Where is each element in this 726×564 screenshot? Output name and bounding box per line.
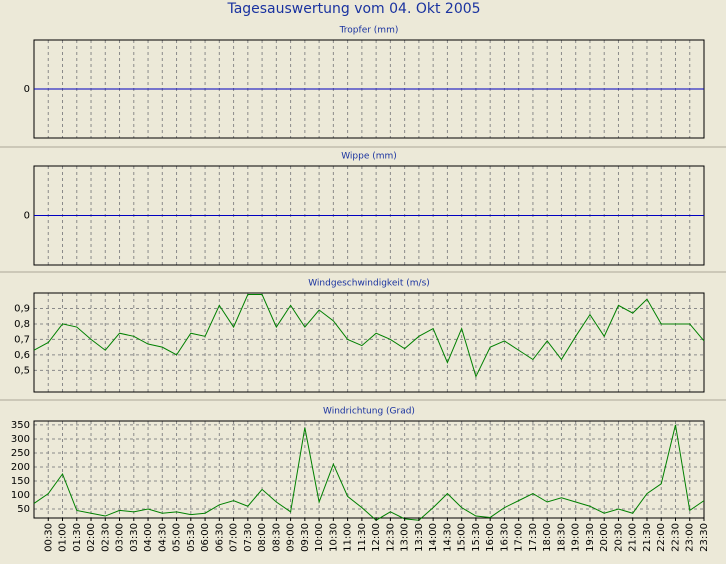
y-tick-label: 0,6 xyxy=(14,350,30,361)
x-tick-label: 10:00 xyxy=(314,523,325,552)
y-tick-label: 200 xyxy=(11,462,30,473)
x-tick-label: 20:00 xyxy=(599,523,610,552)
x-tick-label: 18:30 xyxy=(556,523,567,552)
y-tick-label: 0 xyxy=(24,84,30,95)
data-line xyxy=(33,424,705,521)
plot-frame xyxy=(33,292,705,393)
x-tick-label: 11:00 xyxy=(343,523,354,552)
x-tick-label: 06:30 xyxy=(214,523,225,552)
x-tick-label: 09:00 xyxy=(286,523,297,552)
chart-title: Wippe (mm) xyxy=(341,152,397,162)
y-tick-label: 0,5 xyxy=(14,365,30,376)
x-tick-label: 23:30 xyxy=(699,523,710,552)
chart-title: Windgeschwindigkeit (m/s) xyxy=(308,279,430,289)
y-tick-label: 0,8 xyxy=(14,319,30,330)
x-tick-label: 19:30 xyxy=(585,523,596,552)
x-tick-label: 13:30 xyxy=(414,523,425,552)
x-tick-label: 04:00 xyxy=(143,523,154,552)
chart-title: Windrichtung (Grad) xyxy=(323,407,415,417)
x-tick-label: 21:00 xyxy=(628,523,639,552)
y-tick-label: 50 xyxy=(17,504,30,515)
plot-frame xyxy=(33,420,705,519)
y-tick-label: 300 xyxy=(11,434,30,445)
data-line xyxy=(33,294,705,378)
x-tick-label: 11:30 xyxy=(357,523,368,552)
x-tick-label: 22:30 xyxy=(670,523,681,552)
x-tick-label: 17:00 xyxy=(514,523,525,552)
x-tick-label: 12:00 xyxy=(371,523,382,552)
x-tick-label: 14:00 xyxy=(428,523,439,552)
x-tick-label: 01:00 xyxy=(58,523,69,552)
y-tick-label: 0 xyxy=(24,211,30,222)
x-tick-label: 17:30 xyxy=(528,523,539,552)
x-tick-label: 07:30 xyxy=(243,523,254,552)
x-tick-label: 21:30 xyxy=(642,523,653,552)
x-tick-label: 23:00 xyxy=(685,523,696,552)
page-title: Tagesauswertung vom 04. Okt 2005 xyxy=(226,1,480,17)
x-tick-label: 02:00 xyxy=(86,523,97,552)
x-tick-label: 08:00 xyxy=(257,523,268,552)
x-tick-label: 06:00 xyxy=(200,523,211,552)
x-tick-label: 15:00 xyxy=(457,523,468,552)
x-tick-label: 19:00 xyxy=(571,523,582,552)
chart-title: Tropfer (mm) xyxy=(339,26,399,36)
x-tick-label: 22:00 xyxy=(656,523,667,552)
x-tick-label: 15:30 xyxy=(471,523,482,552)
x-tick-label: 10:30 xyxy=(328,523,339,552)
x-tick-label: 03:30 xyxy=(129,523,140,552)
x-tick-label: 14:30 xyxy=(442,523,453,552)
x-tick-label: 08:30 xyxy=(271,523,282,552)
x-tick-label: 16:00 xyxy=(485,523,496,552)
x-tick-label: 05:30 xyxy=(186,523,197,552)
x-tick-label: 03:00 xyxy=(115,523,126,552)
x-tick-label: 01:30 xyxy=(72,523,83,552)
x-tick-label: 04:30 xyxy=(157,523,168,552)
x-tick-label: 12:30 xyxy=(385,523,396,552)
x-tick-label: 16:30 xyxy=(499,523,510,552)
y-tick-label: 250 xyxy=(11,448,30,459)
x-tick-label: 13:00 xyxy=(400,523,411,552)
x-tick-label: 09:30 xyxy=(300,523,311,552)
x-tick-label: 07:00 xyxy=(229,523,240,552)
x-tick-label: 18:00 xyxy=(542,523,553,552)
y-tick-label: 150 xyxy=(11,476,30,487)
x-tick-label: 05:00 xyxy=(172,523,183,552)
y-tick-label: 350 xyxy=(11,420,30,431)
y-tick-label: 100 xyxy=(11,490,30,501)
x-tick-label: 02:30 xyxy=(100,523,111,552)
y-tick-label: 0,9 xyxy=(14,303,30,314)
y-tick-label: 0,7 xyxy=(14,334,30,345)
x-tick-label: 20:30 xyxy=(613,523,624,552)
x-tick-label: 00:30 xyxy=(43,523,54,552)
